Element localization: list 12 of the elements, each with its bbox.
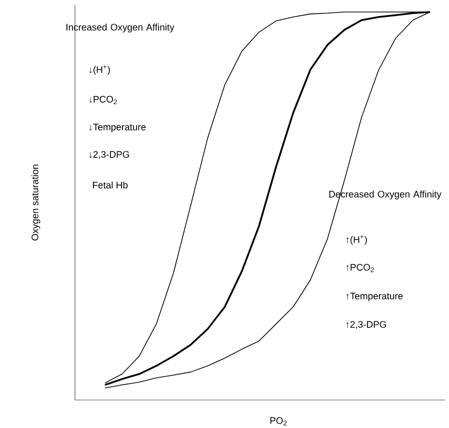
annotation: ↓PCO$_{2}$ <box>89 96 117 104</box>
annotation: ↓Temperature <box>89 124 146 132</box>
y-axis-title: Oxygen saturation <box>31 164 40 240</box>
annotation: ↓2,3-DPG <box>89 151 130 159</box>
annotation: ↑PCO$_{2}$ <box>346 264 374 272</box>
annotation: ↑Temperature <box>346 292 403 302</box>
x-axis-title: PO$_{2}$ <box>270 417 287 426</box>
annotation: ↓(H$^{+}$) <box>89 65 110 75</box>
annotation: ↑2,3-DPG <box>346 321 386 329</box>
annotation: ↑(H$^{+}$) <box>346 235 367 245</box>
annotation: Fetal Hb <box>92 182 128 188</box>
annotation: Increased Oxygen Affinity <box>66 24 174 32</box>
